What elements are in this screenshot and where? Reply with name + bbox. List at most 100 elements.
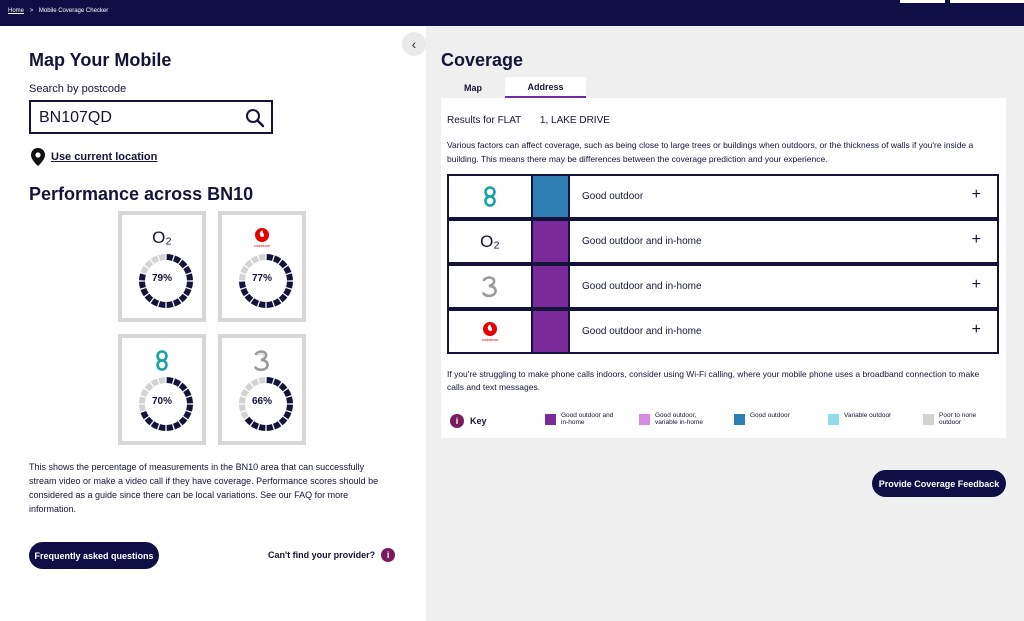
ring-segment	[244, 293, 254, 303]
expand-plus-icon[interactable]: +	[971, 231, 981, 248]
ring-segment	[144, 416, 154, 426]
legend-label: Good outdoor and in-home	[561, 412, 614, 426]
expand-plus-icon[interactable]: +	[971, 186, 981, 203]
ring-segment	[186, 404, 193, 412]
collapse-panel-button[interactable]: ‹	[402, 32, 426, 56]
ring-segment	[286, 396, 293, 404]
faq-button[interactable]: Frequently asked questions	[29, 542, 159, 569]
top-bar: Home > Mobile Coverage Checker	[0, 0, 1024, 26]
provide-coverage-feedback-button[interactable]: Provide Coverage Feedback	[872, 470, 1006, 497]
breadcrumb: Home > Mobile Coverage Checker	[8, 8, 108, 14]
use-current-location-label: Use current location	[51, 151, 158, 163]
legend-swatch	[734, 414, 745, 425]
search-icon[interactable]	[245, 108, 265, 128]
ee-logo-icon	[449, 176, 531, 217]
expand-plus-icon[interactable]: +	[971, 321, 981, 338]
coverage-status: Good outdoor and in-home	[582, 281, 702, 292]
coverage-row-vodafone[interactable]: vodafone Good outdoor and in-home +	[447, 309, 999, 354]
ring-segment	[178, 382, 188, 392]
ring-segment	[178, 293, 188, 303]
coverage-tabs: Map Address	[441, 77, 586, 98]
tab-map[interactable]: Map	[441, 77, 505, 98]
ring-segment	[140, 265, 149, 275]
legend-item: Good outdoor and in-home	[545, 412, 621, 426]
ring-segment	[139, 396, 146, 404]
ring-segment	[183, 388, 192, 398]
coverage-color-swatch	[531, 266, 570, 307]
ring-segment	[166, 254, 174, 261]
ring-segment	[258, 377, 266, 384]
performance-card-o2: O₂ 79%	[118, 211, 206, 322]
ring-segment	[250, 421, 260, 430]
performance-card-ee: 70%	[118, 334, 206, 445]
ring-segment	[266, 377, 274, 384]
ring-segment	[183, 287, 192, 297]
results-heading: Results for FLAT 1, LAKE DRIVE	[447, 115, 610, 126]
postcode-search-field[interactable]: BN107QD	[29, 100, 273, 134]
performance-description: This shows the percentage of measurement…	[29, 462, 379, 514]
coverage-row-ee[interactable]: Good outdoor +	[447, 174, 999, 219]
ring-segment	[266, 424, 274, 431]
info-icon[interactable]: i	[450, 414, 464, 428]
ring-segment	[178, 259, 188, 269]
breadcrumb-separator: >	[29, 8, 34, 14]
o2-logo-icon: O₂	[480, 231, 500, 251]
ring-segment	[272, 255, 282, 264]
ring-segment	[250, 378, 260, 387]
ring-segment	[278, 293, 288, 303]
ring-segment	[286, 281, 293, 289]
ring-segment	[186, 396, 193, 404]
expand-plus-icon[interactable]: +	[971, 276, 981, 293]
breadcrumb-current: Mobile Coverage Checker	[38, 8, 109, 14]
legend-key[interactable]: i Key	[450, 414, 487, 428]
performance-percent: 77%	[251, 273, 272, 284]
ring-segment	[172, 255, 182, 264]
ring-segment	[144, 259, 154, 269]
performance-title: Performance across BN10	[29, 184, 254, 204]
performance-ring	[139, 254, 193, 308]
info-icon[interactable]: i	[381, 548, 396, 562]
ring-segment	[250, 255, 260, 264]
wifi-calling-note: If you're struggling to make phone calls…	[447, 369, 980, 392]
ring-segment	[139, 404, 146, 412]
ring-segment	[178, 416, 188, 426]
ring-segment	[150, 298, 160, 307]
cant-find-provider-link[interactable]: Can't find your provider? i	[268, 548, 396, 562]
use-current-location-link[interactable]: Use current location	[31, 148, 157, 166]
coverage-status: Good outdoor and in-home	[582, 326, 702, 337]
coverage-color-swatch	[531, 176, 570, 217]
tab-address[interactable]: Address	[505, 77, 586, 98]
performance-ring	[239, 254, 293, 308]
ring-segment	[286, 404, 293, 412]
ring-segment	[140, 388, 149, 398]
breadcrumb-home-link[interactable]: Home	[8, 8, 25, 14]
ring-segment	[258, 424, 266, 431]
legend-key-label: Key	[470, 416, 487, 426]
ring-segment	[183, 410, 192, 420]
ring-segment	[172, 421, 182, 430]
ring-segment	[244, 416, 254, 426]
ring-segment	[244, 382, 254, 392]
coverage-row-three[interactable]: Good outdoor and in-home +	[447, 264, 999, 309]
ring-segment	[150, 421, 160, 430]
postcode-search-input[interactable]: BN107QD	[39, 109, 112, 126]
legend-item: Variable outdoor	[828, 412, 904, 425]
ring-segment	[144, 293, 154, 303]
coverage-row-o2[interactable]: O₂ Good outdoor and in-home +	[447, 219, 999, 264]
ring-segment	[244, 259, 254, 269]
performance-percent: 70%	[151, 396, 172, 407]
ring-segment	[283, 265, 292, 275]
topbar-accent	[900, 0, 945, 3]
search-label: Search by postcode	[29, 83, 127, 95]
coverage-status: Good outdoor	[582, 191, 644, 202]
legend-swatch	[545, 414, 556, 425]
ring-segment	[272, 421, 282, 430]
ring-segment	[140, 287, 149, 297]
ring-segment	[239, 396, 246, 404]
ring-segment	[186, 281, 193, 289]
ring-segment	[166, 424, 174, 431]
ring-segment	[150, 378, 160, 387]
topbar-accent	[950, 0, 1024, 3]
vodafone-logo-icon: vodafone	[449, 311, 531, 352]
ring-segment	[258, 254, 266, 261]
